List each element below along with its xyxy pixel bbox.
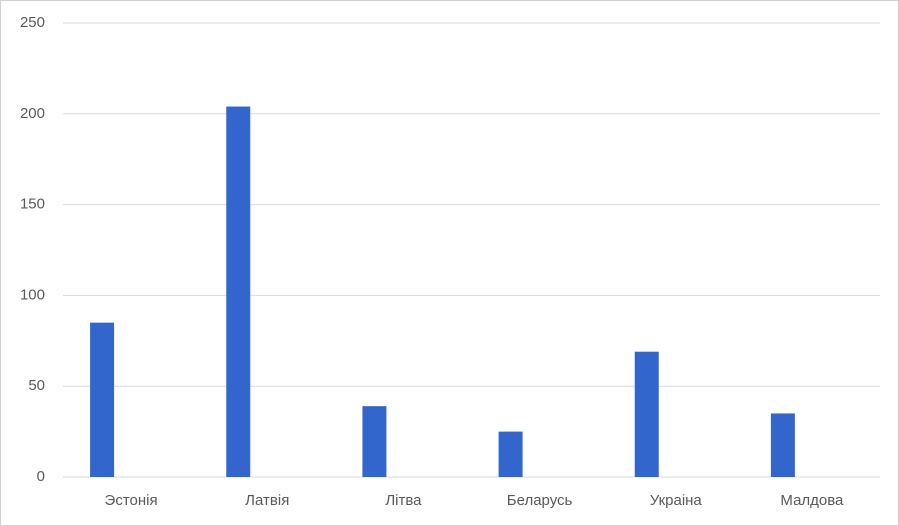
x-tick-label: Латвія [245, 492, 289, 509]
y-tick-label: 200 [20, 105, 45, 122]
y-tick-label: 100 [20, 286, 45, 303]
x-tick-label: Літва [385, 492, 422, 509]
bar [498, 431, 523, 477]
y-tick-label: 150 [20, 196, 45, 213]
x-tick-label: Беларусь [507, 492, 573, 509]
x-tick-label: Украіна [650, 492, 703, 509]
y-tick-label: 0 [37, 468, 45, 485]
y-tick-label: 250 [20, 14, 45, 31]
bar [226, 106, 251, 477]
y-tick-label: 50 [28, 377, 45, 394]
bar [90, 322, 115, 477]
bar [770, 413, 795, 477]
bar [362, 406, 387, 477]
x-tick-label: Малдова [780, 492, 844, 509]
x-tick-label: Эстонія [105, 492, 158, 509]
bar [634, 351, 659, 477]
